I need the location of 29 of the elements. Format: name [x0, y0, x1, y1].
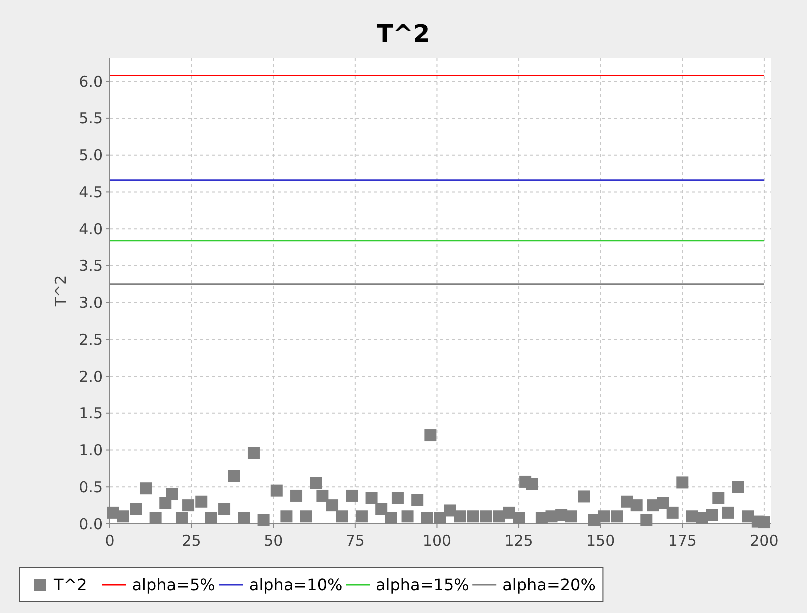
y-tick-label: 6.0: [79, 72, 103, 91]
y-tick-label: 2.5: [79, 330, 103, 349]
legend-label: alpha=20%: [502, 576, 596, 595]
x-tick-label: 25: [182, 532, 202, 550]
x-tick-label: 150: [586, 532, 616, 550]
y-tick-label: 0.5: [79, 478, 103, 496]
y-tick-label: 4.5: [79, 183, 103, 202]
y-tick-label: 5.0: [79, 146, 103, 165]
y-tick-label: 3.0: [79, 294, 103, 312]
y-axis-title: T^2: [52, 275, 70, 308]
x-tick-label: 200: [750, 532, 779, 550]
x-tick-label: 175: [668, 532, 697, 550]
chart-title: T^2: [376, 20, 430, 48]
x-tick-label: 50: [264, 532, 284, 550]
y-tick-label: 3.5: [79, 257, 103, 276]
legend-label: alpha=10%: [249, 576, 343, 595]
y-tick-label: 5.5: [79, 110, 103, 128]
y-tick-label: 4.0: [79, 220, 103, 238]
y-tick-label: 1.0: [79, 442, 103, 460]
legend-label: alpha=5%: [132, 576, 216, 595]
legend-label: alpha=15%: [376, 576, 470, 595]
y-tick-label: 2.0: [79, 368, 103, 386]
y-tick-label: 0.0: [79, 515, 103, 534]
y-tick-label: 1.5: [79, 404, 103, 423]
x-tick-label: 75: [346, 532, 365, 550]
legend-label: T^2: [53, 576, 88, 595]
x-tick-label: 100: [422, 532, 452, 550]
x-tick-label: 0: [105, 532, 115, 550]
x-tick-label: 125: [504, 532, 534, 550]
